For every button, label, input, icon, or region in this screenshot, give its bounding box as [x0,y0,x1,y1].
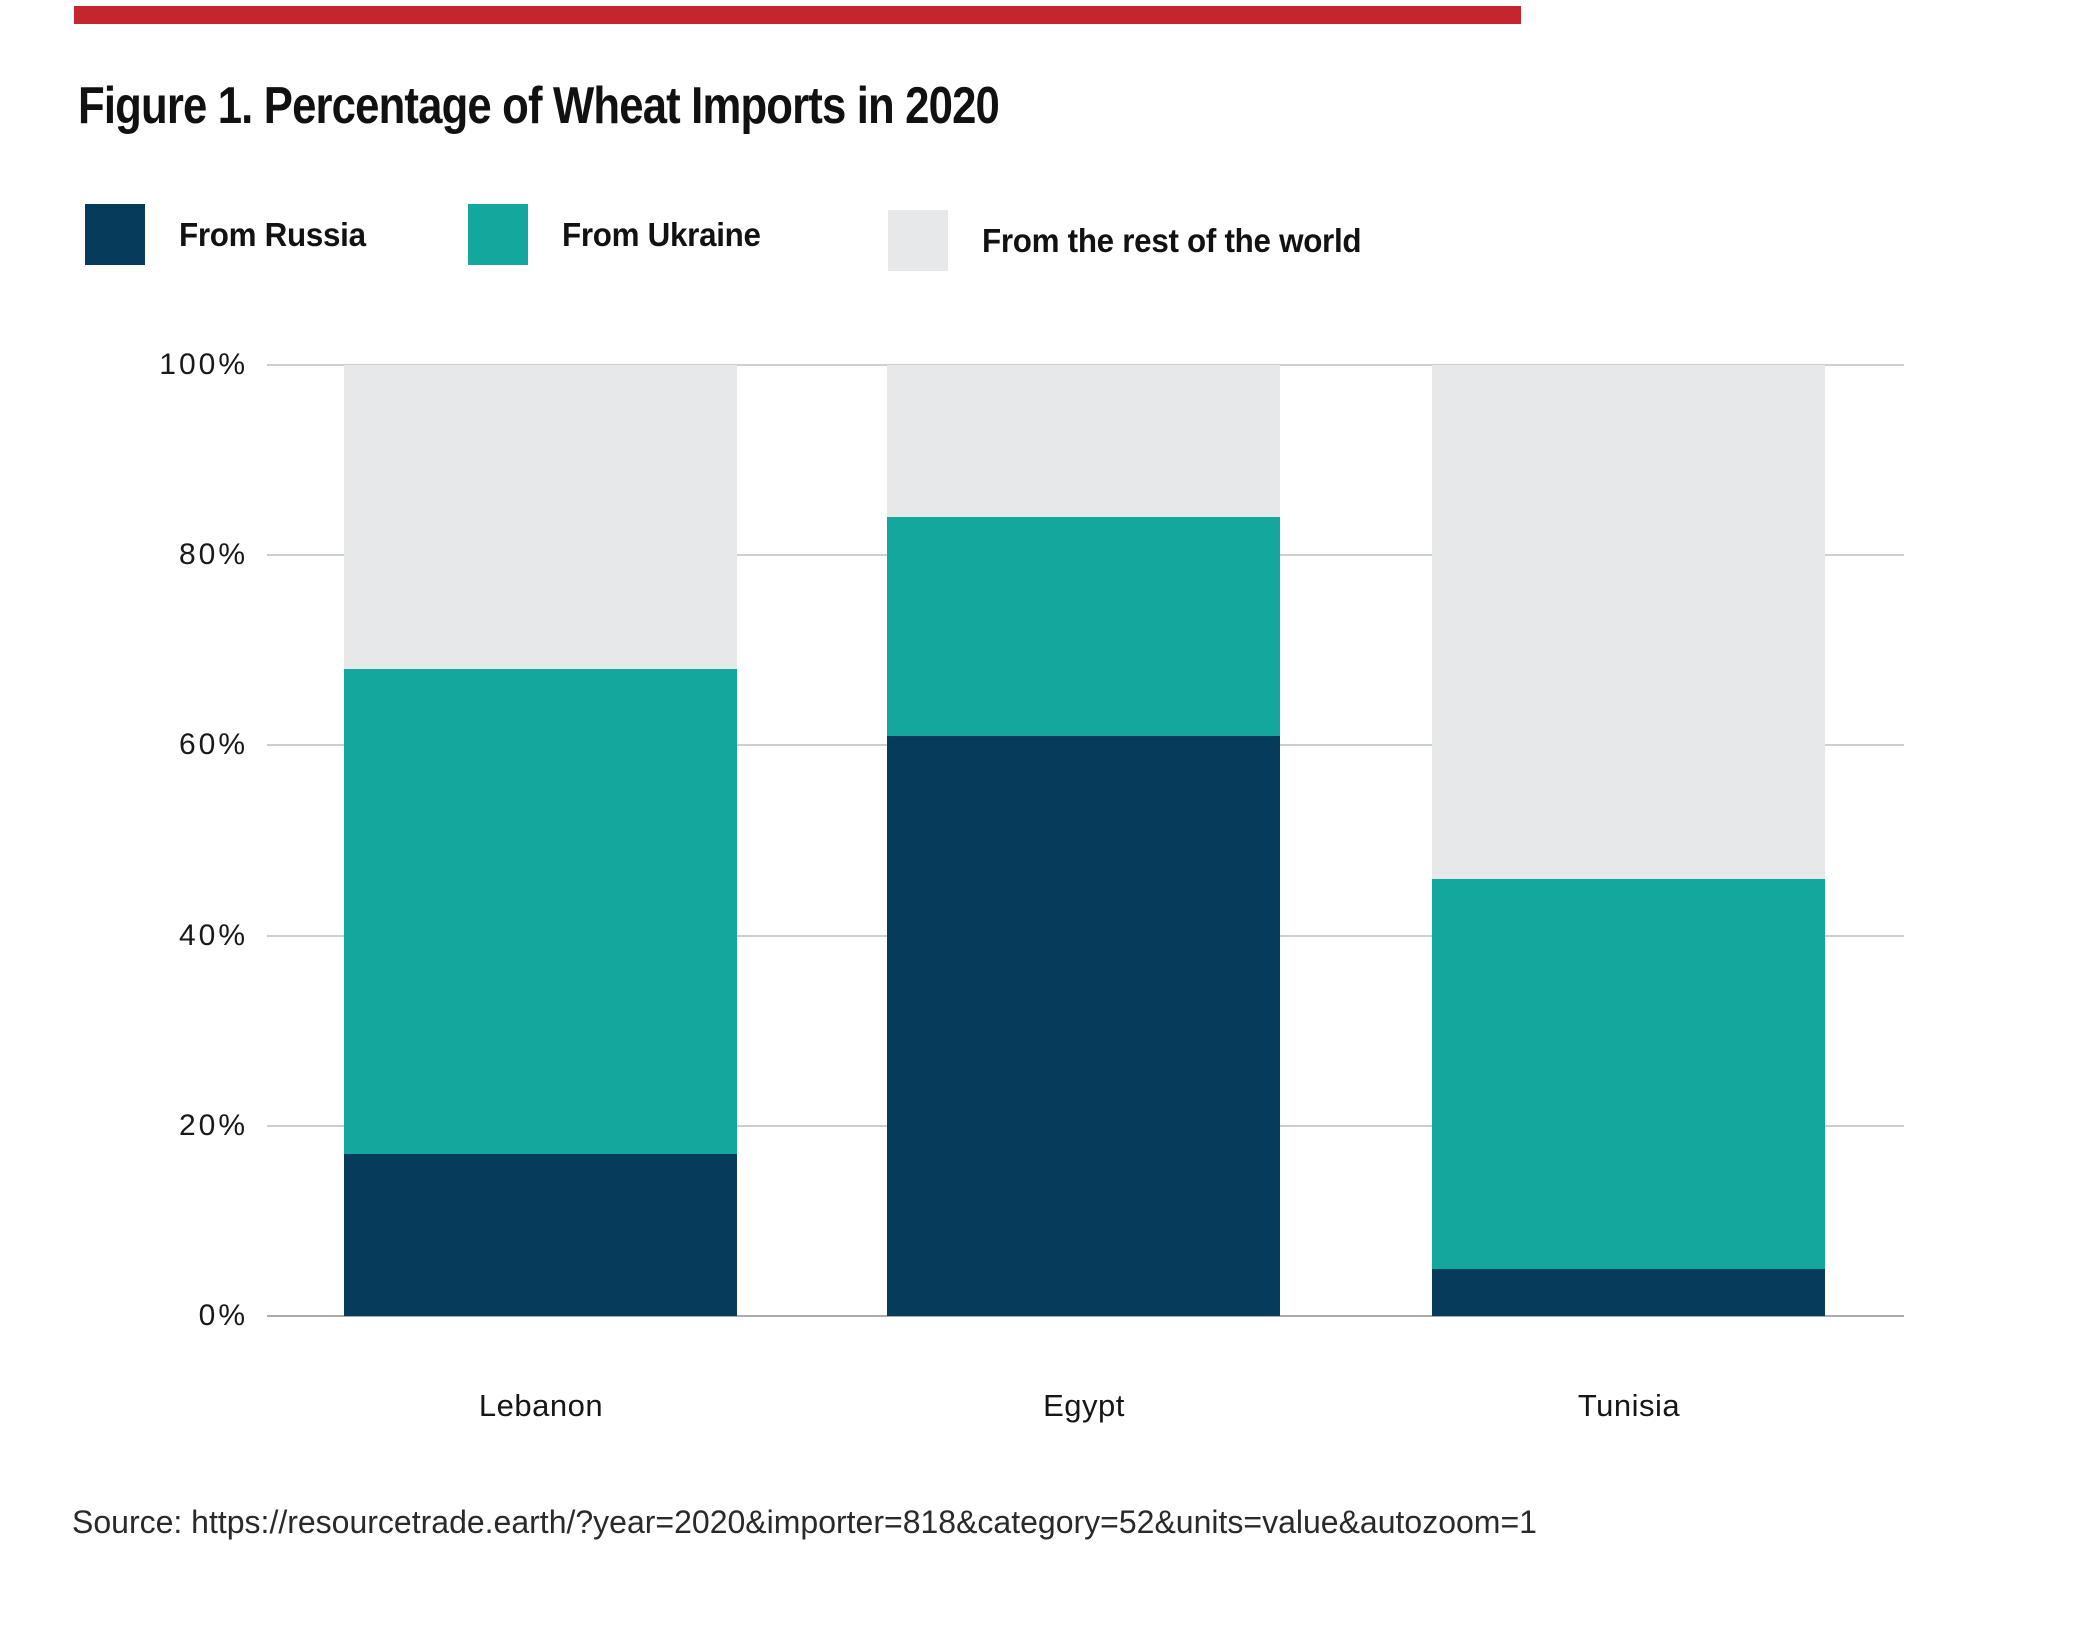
x-axis-label-tunisia: Tunisia [1577,1388,1681,1423]
source-note: Source: https://resourcetrade.earth/?yea… [72,1504,1537,1540]
bar-segment-egypt-from-ukraine [887,517,1280,736]
x-axis-label-egypt: Egypt [1043,1388,1125,1423]
legend-item-rest-of-world: From the rest of the world [888,210,1381,272]
y-tick-label-100: 100% [159,348,248,381]
legend-swatch-russia [85,204,145,265]
bar-segment-tunisia-from-the-rest-of-the-world [1432,365,1825,879]
bar-segment-lebanon-from-the-rest-of-the-world [344,365,737,669]
bar-segment-egypt-from-russia [887,736,1280,1316]
legend-item-ukraine: From Ukraine [468,204,771,266]
y-tick-label-60: 60% [178,728,248,761]
legend-item-russia: From Russia [85,204,376,266]
accent-bar [74,6,1521,24]
gridline-0 [267,1315,1904,1317]
legend-swatch-ukraine [468,204,528,265]
bar-segment-lebanon-from-ukraine [344,669,737,1154]
y-tick-label-20: 20% [178,1109,248,1142]
legend-label-russia: From Russia [179,216,366,253]
legend-label-ukraine: From Ukraine [562,216,761,253]
y-tick-label-80: 80% [178,538,248,571]
y-tick-label-40: 40% [178,919,248,952]
x-axis-label-lebanon: Lebanon [478,1388,604,1423]
bar-segment-egypt-from-the-rest-of-the-world [887,365,1280,517]
legend-label-rest-of-world: From the rest of the world [982,222,1362,259]
figure-title: Figure 1. Percentage of Wheat Imports in… [78,77,1000,135]
bar-segment-tunisia-from-ukraine [1432,879,1825,1269]
bar-segment-lebanon-from-russia [344,1154,737,1316]
bar-segment-tunisia-from-russia [1432,1268,1825,1316]
legend-swatch-rest-of-world [888,210,948,271]
y-tick-label-0: 0% [198,1299,248,1332]
